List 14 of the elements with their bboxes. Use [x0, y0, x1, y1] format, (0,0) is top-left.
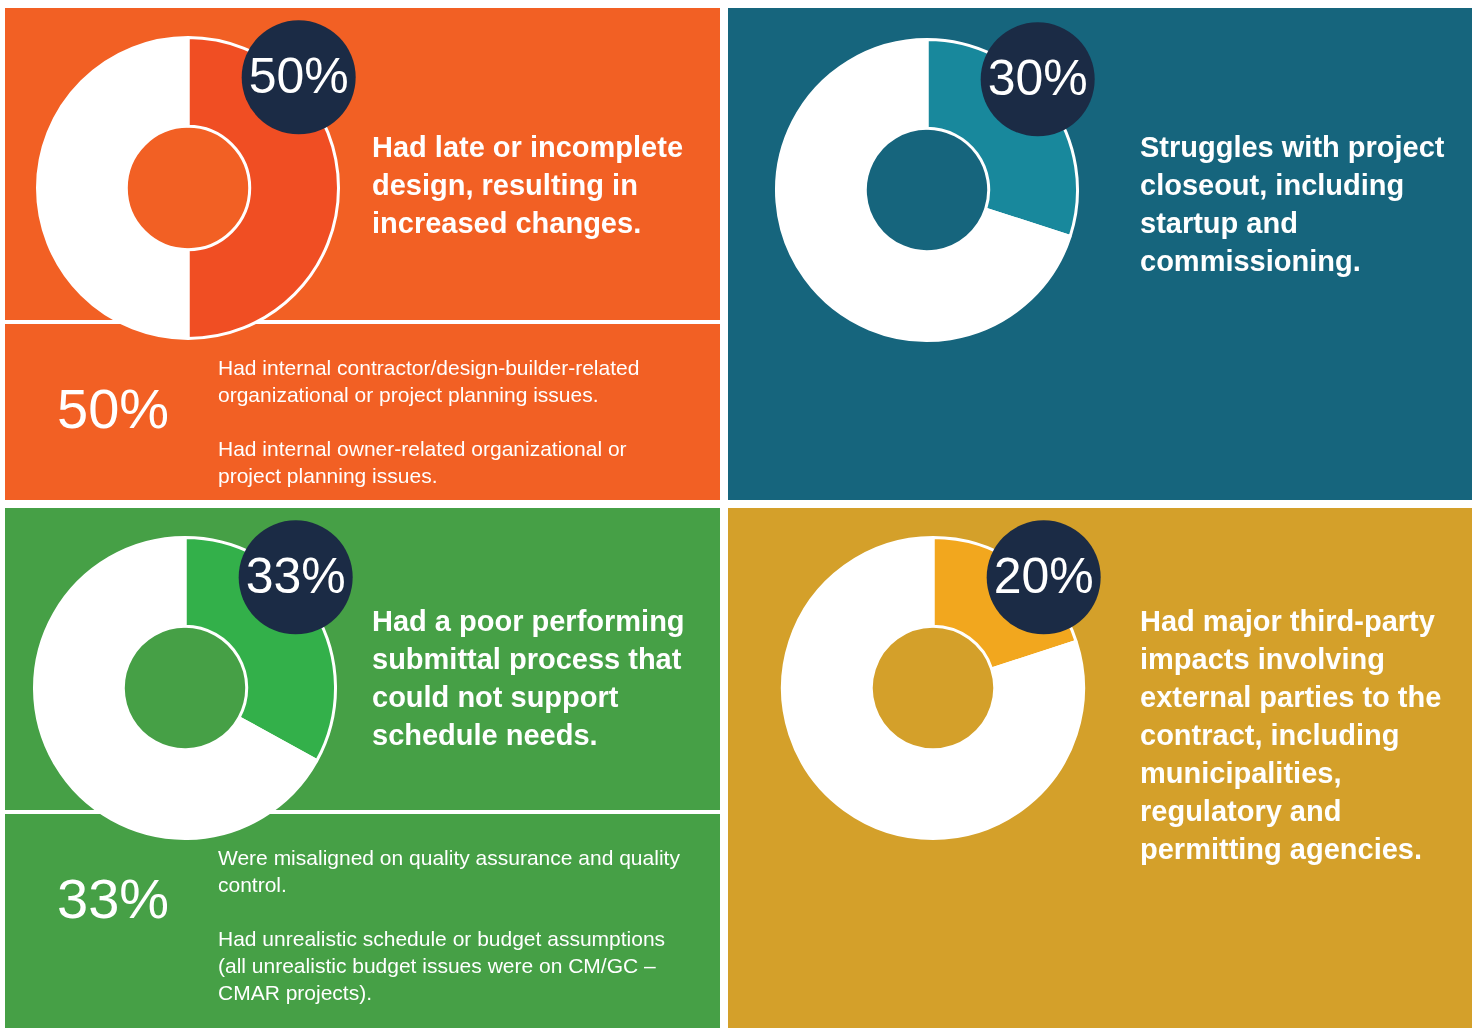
text: Had a poor performing submittal process that could not support schedule needs. — [372, 604, 686, 753]
data-label: 20% — [993, 548, 1094, 605]
data-label: 30% — [987, 50, 1088, 107]
text: Struggles with project closeout, including startup and commissioning. — [1140, 130, 1446, 279]
text: 33% — [57, 866, 170, 931]
text: 50% — [57, 376, 170, 441]
text: Had internal owner-related organizational or project planning issues. — [218, 436, 628, 489]
text: Were misaligned on quality assurance and quality control. — [218, 845, 681, 898]
text: Had major third-party impacts involving external parties to the contract, including municipalities, regulatory and permitting agencies. — [1140, 604, 1443, 867]
data-label: 50% — [248, 48, 349, 105]
text: Had unrealistic schedule or budget assumptions (all unrealistic budget issues were on CM/GC – CMAR projects). — [218, 926, 667, 1006]
text: Had late or incomplete design, resulting in increased changes. — [372, 130, 684, 241]
text: Had internal contractor/design-builder-related organizational or project planning issues. — [218, 355, 641, 408]
data-label: 33% — [245, 548, 346, 605]
